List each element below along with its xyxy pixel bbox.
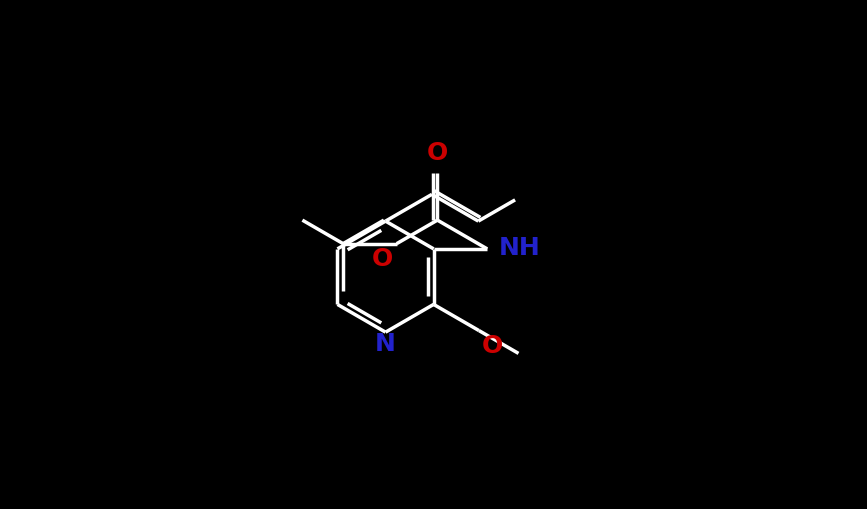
Text: NH: NH xyxy=(499,236,541,260)
Text: O: O xyxy=(482,334,504,358)
Text: O: O xyxy=(427,142,448,165)
Text: O: O xyxy=(372,247,394,271)
Text: N: N xyxy=(375,332,396,356)
